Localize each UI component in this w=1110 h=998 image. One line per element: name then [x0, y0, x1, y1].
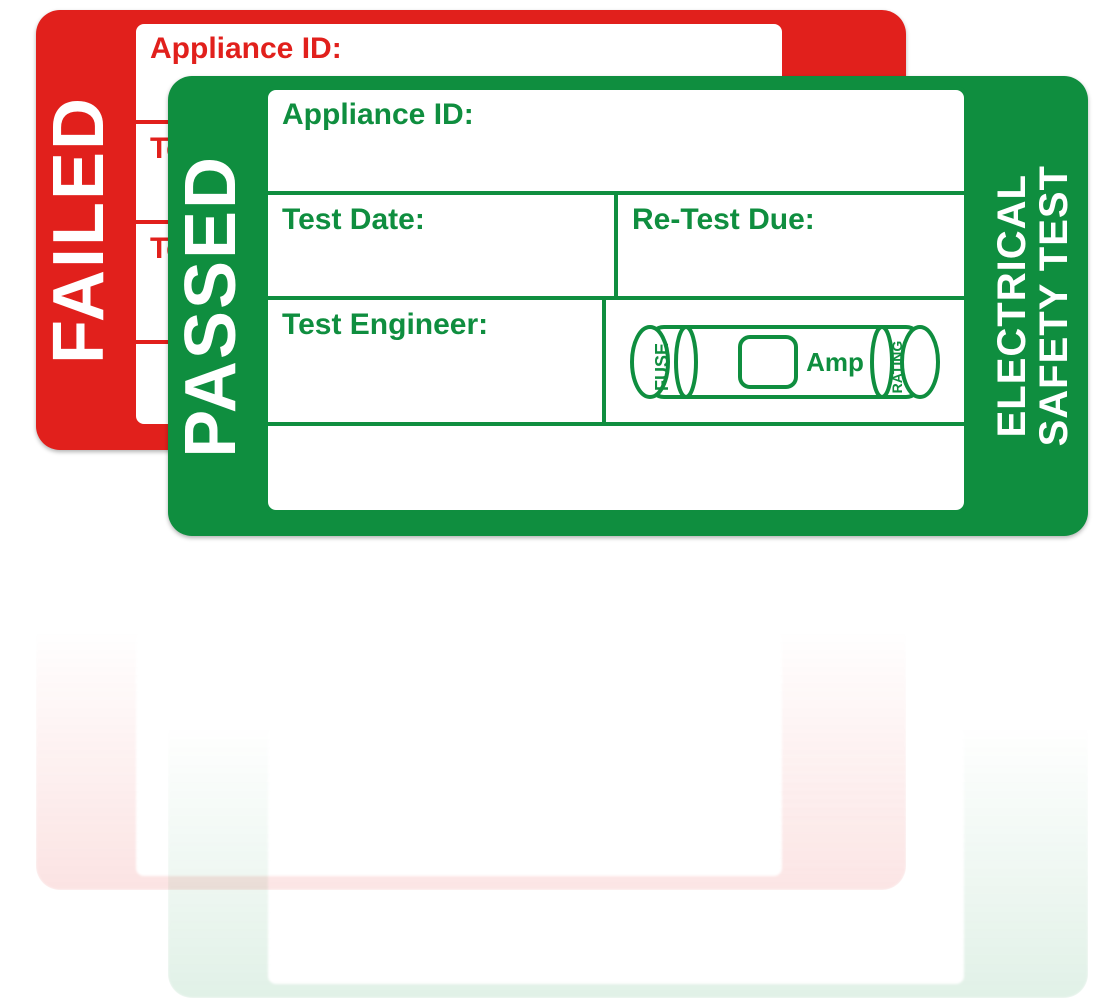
passed-right-band: ELECTRICAL SAFETY TEST	[978, 76, 1088, 536]
passed-field-test-date: Test Date:	[268, 195, 618, 296]
stage: FAILED Appliance ID: Test Date: Re-Test …	[0, 0, 1110, 600]
passed-field-retest-due: Re-Test Due:	[618, 195, 964, 296]
fuse-right-word: RATING	[889, 341, 905, 394]
failed-status-text: FAILED	[38, 96, 120, 364]
failed-left-band: FAILED	[36, 10, 122, 450]
fuse-icon: FUSE Amp RATING	[620, 317, 950, 407]
passed-reflection	[168, 538, 1088, 998]
passed-field-appliance-id: Appliance ID:	[268, 90, 488, 191]
fuse-left-word: FUSE	[652, 343, 672, 391]
passed-status-text: PASSED	[170, 155, 252, 458]
passed-fuse-cell: FUSE Amp RATING	[606, 300, 964, 422]
passed-right-text: ELECTRICAL SAFETY TEST	[991, 165, 1075, 446]
passed-field-test-engineer: Test Engineer:	[268, 300, 606, 422]
fuse-center-word: Amp	[806, 347, 864, 377]
